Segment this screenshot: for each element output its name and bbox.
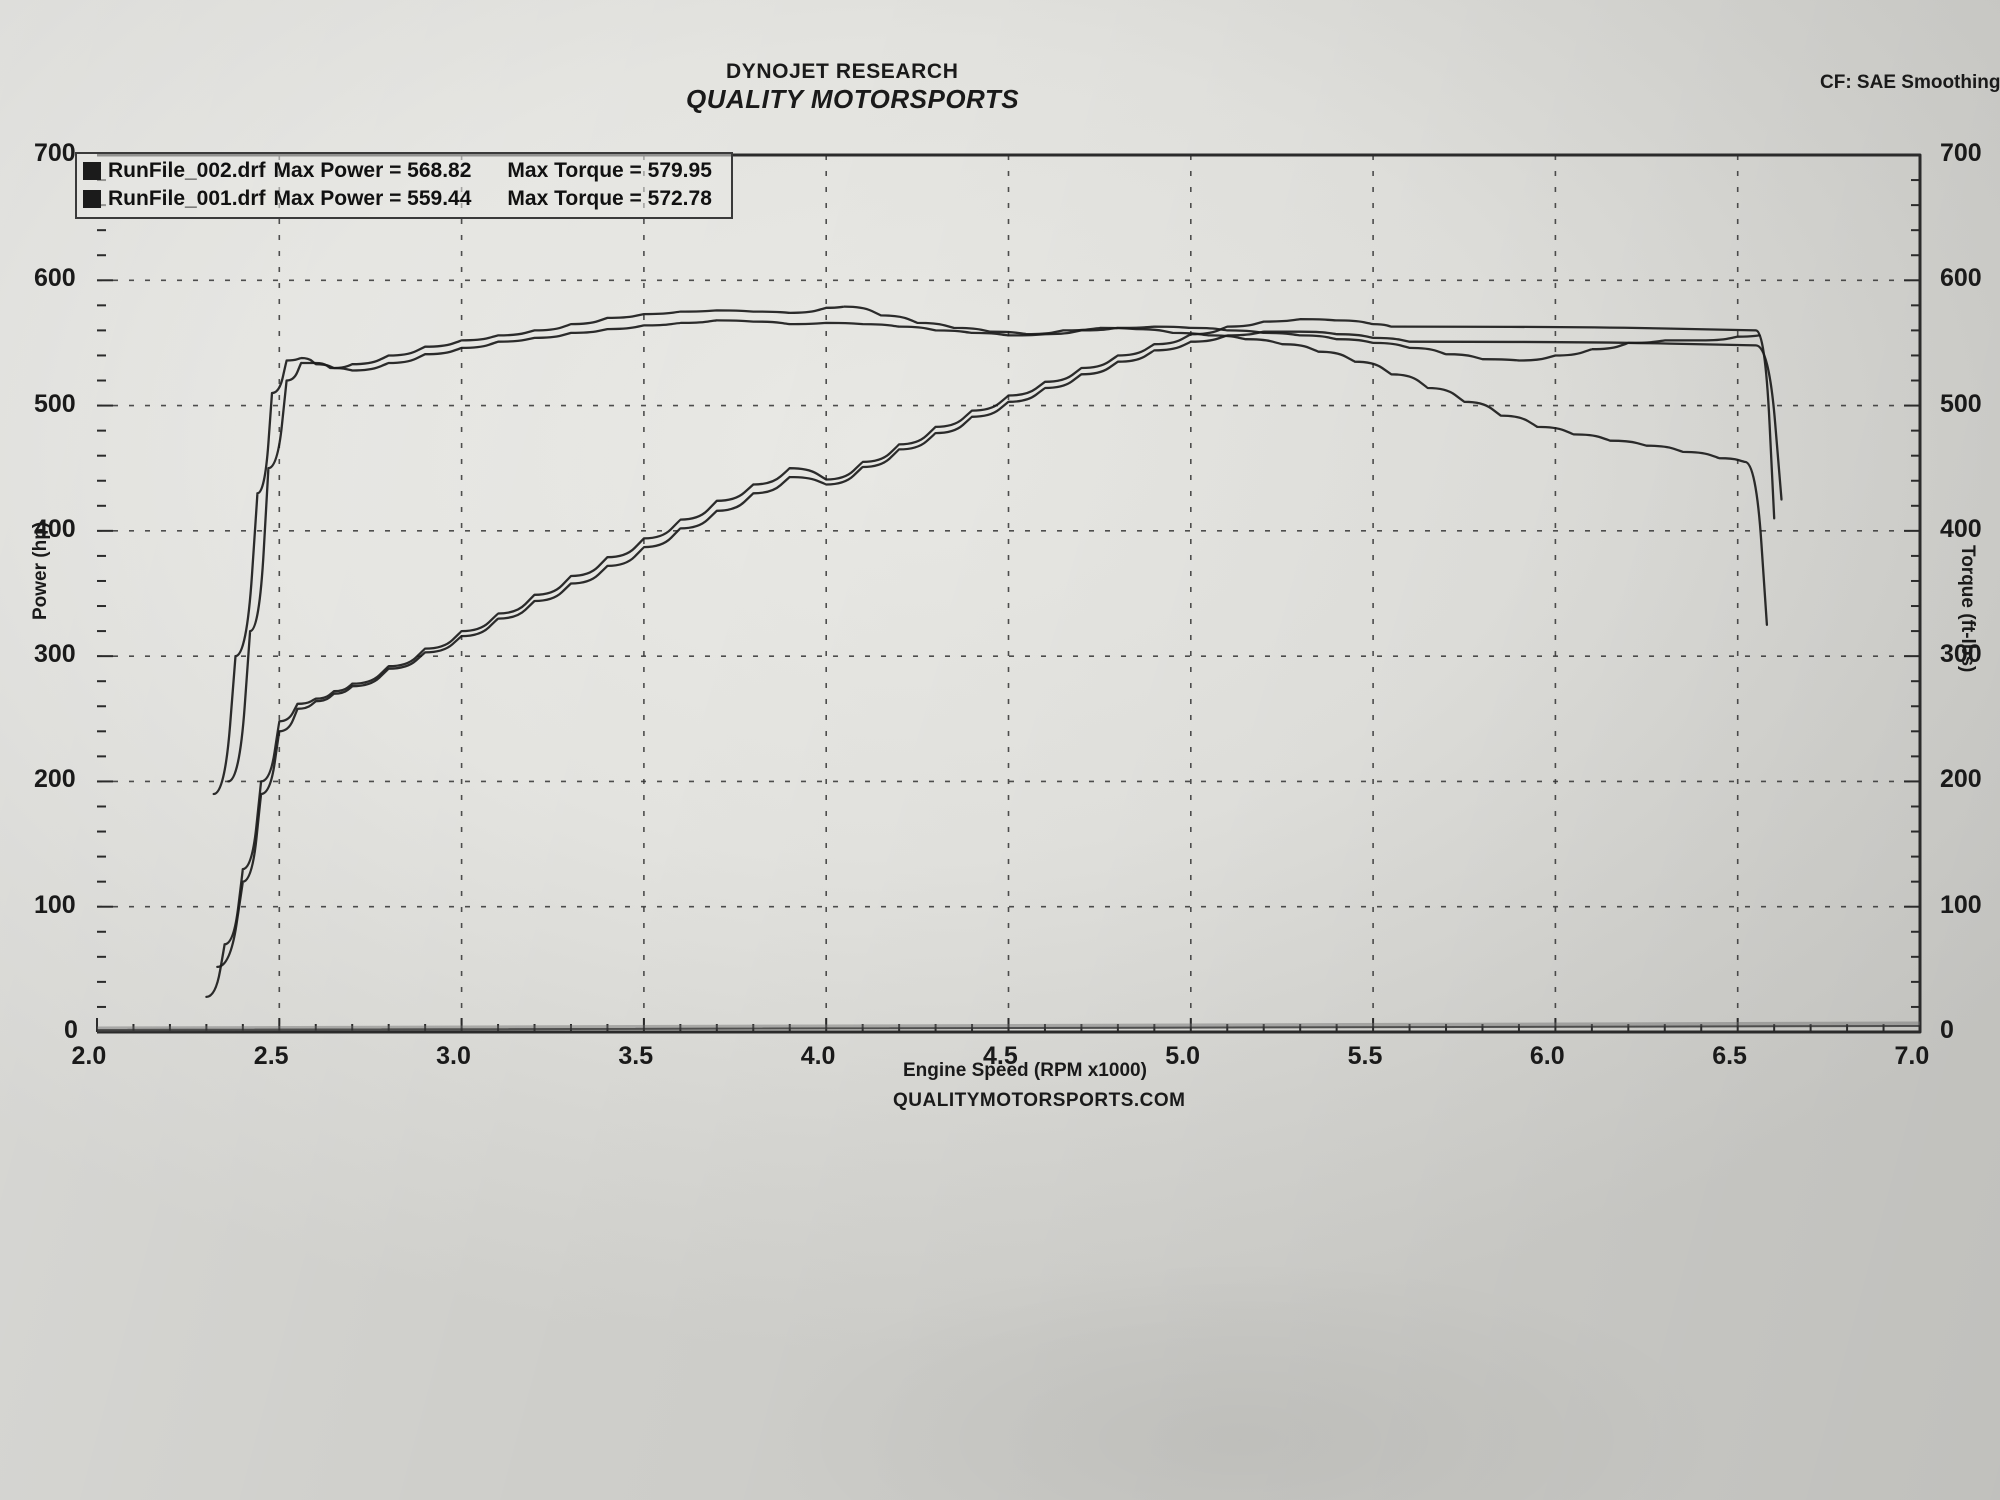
legend-row: RunFile_001.drf Max Power = 559.44 Max T… bbox=[83, 185, 723, 213]
y-tick-right: 600 bbox=[1940, 264, 1982, 293]
x-tick: 4.5 bbox=[983, 1042, 1018, 1070]
x-tick: 7.0 bbox=[1894, 1042, 1930, 1070]
legend-max-torque: Max Torque = 572.78 bbox=[507, 187, 712, 210]
y-tick-right: 200 bbox=[1940, 765, 1982, 794]
y-tick-left: 700 bbox=[34, 139, 76, 167]
legend-swatch-icon bbox=[83, 190, 101, 208]
chart-header-shop: QUALITY MOTORSPORTS bbox=[686, 84, 1020, 114]
y-tick-right: 500 bbox=[1940, 389, 1982, 418]
legend-max-power: Max Power = 568.82 bbox=[273, 159, 472, 182]
legend: RunFile_002.drf Max Power = 568.82 Max T… bbox=[75, 152, 733, 219]
legend-max-torque: Max Torque = 579.95 bbox=[507, 159, 712, 182]
curve-2 bbox=[212, 305, 1769, 796]
footer-website: QUALITYMOTORSPORTS.COM bbox=[893, 1090, 1186, 1111]
y-tick-right: 100 bbox=[1940, 890, 1982, 919]
x-tick: 2.0 bbox=[71, 1042, 107, 1070]
y-tick-left: 500 bbox=[34, 389, 76, 418]
curve-0 bbox=[205, 317, 1776, 999]
x-tick: 5.5 bbox=[1347, 1042, 1383, 1070]
y-tick-right: 400 bbox=[1940, 514, 1982, 543]
y-tick-left: 100 bbox=[34, 890, 76, 919]
x-tick: 3.5 bbox=[618, 1042, 654, 1070]
x-axis-title: Engine Speed (RPM x1000) bbox=[903, 1060, 1147, 1081]
x-tick: 6.0 bbox=[1529, 1042, 1565, 1070]
legend-swatch-icon bbox=[83, 162, 101, 180]
legend-file-name: RunFile_001.drf bbox=[108, 187, 266, 210]
y-tick-left: 600 bbox=[34, 264, 76, 293]
x-tick: 3.0 bbox=[436, 1042, 471, 1070]
correction-factor-label: CF: SAE Smoothing: 5 bbox=[1820, 72, 2000, 93]
curve-3 bbox=[227, 319, 1761, 783]
y-tick-left: 200 bbox=[34, 765, 76, 794]
chart-header-dynojet: DYNOJET RESEARCH bbox=[726, 60, 959, 83]
x-tick: 4.0 bbox=[800, 1042, 836, 1070]
grid-lines bbox=[97, 155, 1920, 1032]
x-tick: 2.5 bbox=[253, 1042, 289, 1070]
y-tick-right: 700 bbox=[1940, 139, 1982, 167]
y-tick-left: 400 bbox=[34, 514, 76, 543]
legend-max-power: Max Power = 559.44 bbox=[273, 187, 472, 210]
data-curves bbox=[97, 305, 1920, 1032]
x-tick: 5.0 bbox=[1165, 1042, 1201, 1070]
legend-row: RunFile_002.drf Max Power = 568.82 Max T… bbox=[83, 157, 723, 185]
legend-file-name: RunFile_002.drf bbox=[108, 159, 266, 182]
y-tick-left: 0 bbox=[64, 1016, 78, 1044]
curve-1 bbox=[216, 330, 1783, 969]
y-tick-right: 300 bbox=[1940, 640, 1982, 669]
y-tick-left: 300 bbox=[34, 640, 76, 669]
y-tick-right: 0 bbox=[1940, 1016, 1954, 1044]
x-tick: 6.5 bbox=[1712, 1042, 1747, 1070]
